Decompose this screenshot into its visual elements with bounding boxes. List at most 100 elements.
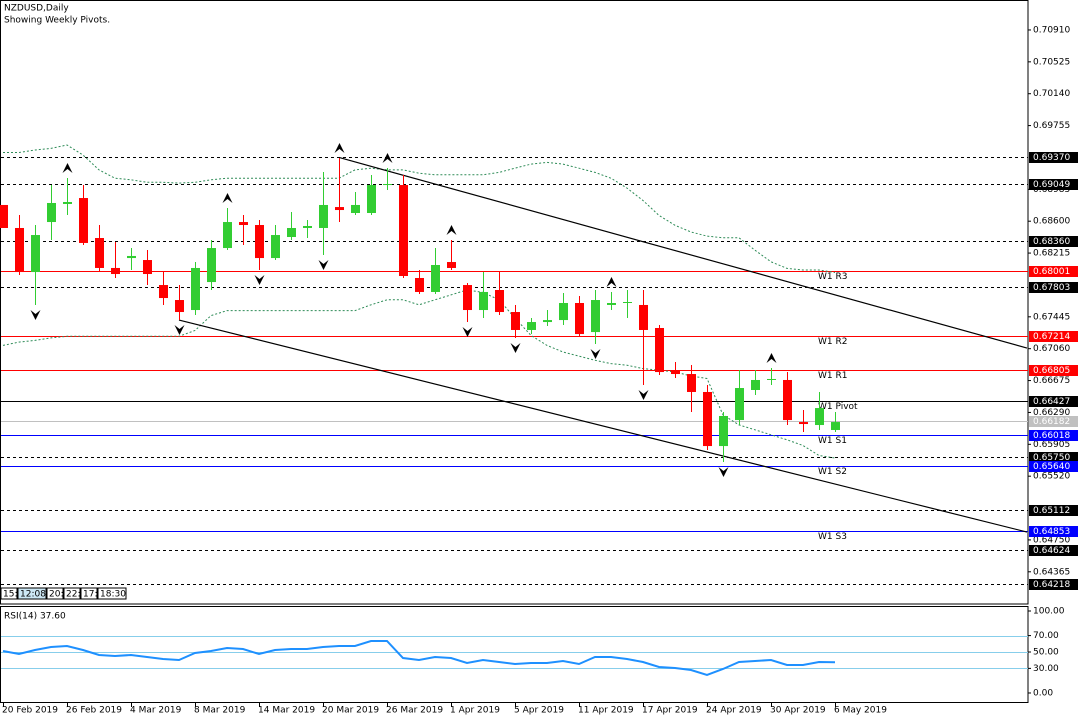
fractal-down [174, 325, 185, 336]
candle-body [223, 222, 232, 249]
y-tick-label: 0.69755 [1033, 121, 1070, 131]
clock-box [63, 587, 81, 600]
fractal-up [446, 224, 457, 235]
axis-box-label: 0.64218 [1033, 580, 1070, 590]
fractal-down [318, 259, 329, 270]
axis-box-label: 0.64853 [1033, 527, 1070, 537]
axis-box [1029, 452, 1078, 463]
candle-body [751, 379, 760, 391]
fractal-up [334, 143, 345, 154]
y-tick-label: 0.68215 [1033, 249, 1070, 259]
candle-body [207, 248, 216, 283]
candle-body [431, 264, 440, 292]
candle-body [655, 327, 664, 373]
rsi-line [2, 640, 836, 676]
y-tick-label: 0.66290 [1033, 408, 1070, 418]
x-tick-label: 24 Apr 2019 [706, 706, 762, 716]
axis-box [1029, 152, 1078, 163]
axis-box [1029, 430, 1078, 441]
candle-body [463, 285, 472, 311]
fractal-down [638, 390, 649, 401]
candle-body [239, 222, 248, 226]
candle-body [111, 267, 120, 275]
candle-body [255, 225, 264, 259]
axis-box-label: 0.67214 [1033, 332, 1070, 342]
candle-body [447, 262, 456, 268]
pivot-label: W1 S1 [818, 436, 847, 446]
y-tick-label: 70.00 [1033, 631, 1059, 641]
axis-box [1029, 365, 1078, 376]
candle-body [511, 312, 520, 330]
y-tick-label: 100.00 [1033, 607, 1065, 617]
candle-body [351, 204, 360, 214]
axis-box-label: 0.68001 [1033, 267, 1070, 277]
candle-body [703, 391, 712, 447]
pivot-label: W1 S2 [818, 467, 847, 477]
candle-body [95, 238, 104, 268]
candle-body [831, 422, 840, 430]
x-tick-label: 1 Apr 2019 [450, 706, 500, 716]
axis-box-label: 0.66018 [1033, 431, 1070, 441]
candle-body [671, 370, 680, 375]
fractal-up [606, 276, 617, 287]
candle-body [15, 227, 24, 273]
axis-box [1029, 266, 1078, 277]
candle-body [687, 374, 696, 392]
candle-body [783, 379, 792, 421]
candle-body [719, 415, 728, 447]
candle-body [495, 289, 504, 313]
x-tick-label: 5 Apr 2019 [514, 706, 564, 716]
y-tick-label: 30.00 [1033, 664, 1059, 674]
candle-body [399, 185, 408, 277]
candle-body [191, 267, 200, 311]
y-tick-label: 0.64750 [1033, 535, 1070, 545]
axis-box-label: 0.66182 [1033, 417, 1070, 427]
candle-body [319, 204, 328, 228]
candle-body [527, 322, 536, 330]
y-tick-label: 0.70910 [1033, 25, 1070, 35]
trend-line [338, 156, 1028, 349]
clock-label: 20: [49, 590, 63, 600]
pivot-label: W1 R1 [818, 371, 847, 381]
y-tick-label: 0.67060 [1033, 344, 1070, 354]
y-tick-label: 0.65905 [1033, 440, 1070, 450]
fractal-up [766, 352, 777, 363]
chart-subtitle: Showing Weekly Pivots. [4, 16, 110, 26]
candle-body [383, 184, 392, 186]
y-tick-label: 0.70140 [1033, 89, 1070, 99]
axis-box [1029, 416, 1078, 427]
candle-body [367, 185, 376, 214]
candle-body [271, 235, 280, 259]
candle-body [575, 302, 584, 335]
pivot-label: W1 R3 [818, 272, 847, 282]
axis-box [1029, 396, 1078, 407]
x-tick-label: 20 Feb 2019 [2, 706, 58, 716]
fractal-up [382, 152, 393, 163]
x-tick-label: 11 Apr 2019 [578, 706, 634, 716]
clock-box [17, 587, 47, 600]
fractal-down [590, 349, 601, 360]
candle-body [639, 304, 648, 330]
axis-box [1029, 331, 1078, 342]
fractal-down [718, 467, 729, 478]
fractal-up [62, 162, 73, 173]
y-tick-label: 0.66675 [1033, 376, 1070, 386]
axis-box-label: 0.69370 [1033, 153, 1070, 163]
axis-box-label: 0.65640 [1033, 462, 1070, 472]
clock-label: 17: [83, 590, 97, 600]
candle-body [143, 260, 152, 275]
y-tick-label: 0.64365 [1033, 567, 1070, 577]
pivot-label: W1 R2 [818, 337, 847, 347]
candle-body [127, 255, 136, 259]
candle-body [63, 201, 72, 204]
candle-body [31, 235, 40, 273]
trend-line [178, 319, 1028, 533]
x-tick-label: 17 Apr 2019 [642, 706, 698, 716]
axis-box-label: 0.66427 [1033, 397, 1070, 407]
candle-body [335, 207, 344, 211]
axis-box-label: 0.66805 [1033, 366, 1070, 376]
fractal-up [222, 193, 233, 204]
axis-box-label: 0.65750 [1033, 453, 1070, 463]
clock-label: 22: [66, 590, 80, 600]
x-tick-label: 30 Apr 2019 [770, 706, 826, 716]
